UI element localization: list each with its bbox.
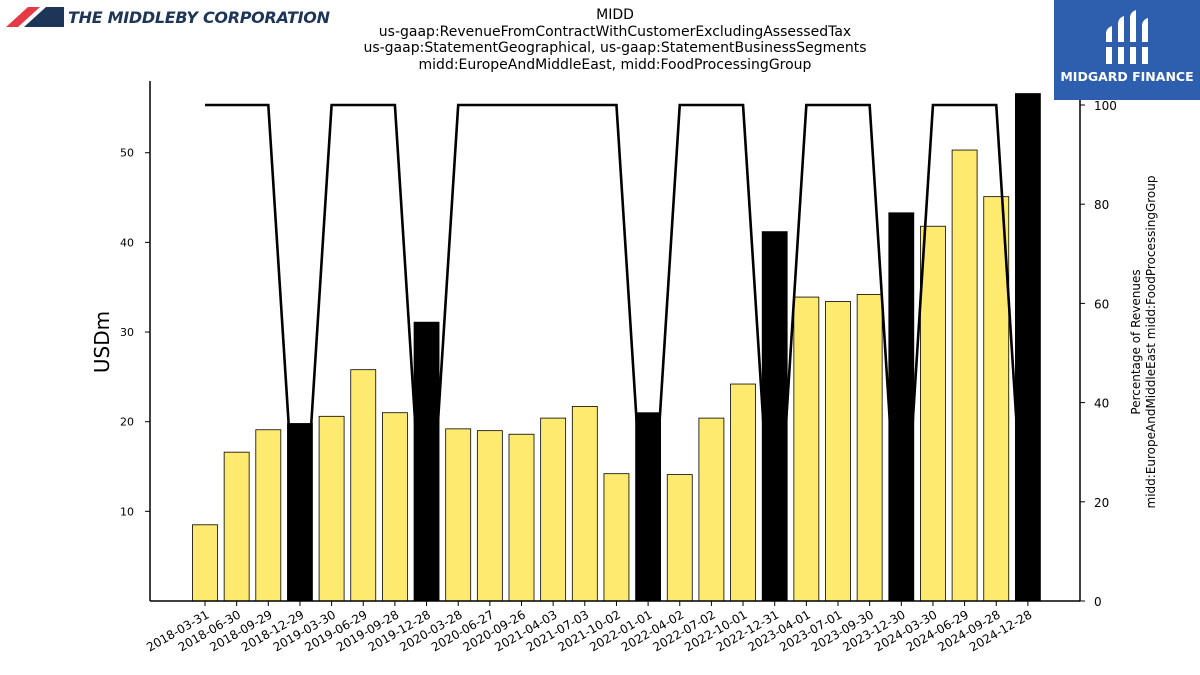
bar-2022-10-01 — [730, 383, 756, 602]
chart-title: MIDD us-gaap:RevenueFromContractWithCust… — [300, 7, 930, 73]
bar-2018-03-31 — [192, 524, 218, 602]
y2-tick-label-100: 100 — [1094, 99, 1117, 113]
bar-2023-12-30 — [888, 212, 915, 602]
bar-2019-09-28 — [381, 412, 408, 602]
y-axis-label: USDm — [90, 311, 114, 373]
bar-2022-04-02 — [666, 474, 693, 602]
bar-2020-09-26 — [508, 433, 535, 602]
midgard-logo-mark — [1104, 10, 1150, 64]
bar-2018-06-30 — [223, 451, 250, 602]
bar-2021-04-03 — [540, 417, 567, 602]
y-tick-label-10: 10 — [120, 505, 134, 518]
bar-2019-03-30 — [318, 415, 345, 602]
bar-2024-06-29 — [951, 149, 978, 602]
bar-2018-09-29 — [255, 429, 282, 602]
y2-tick-label-0: 0 — [1094, 595, 1102, 609]
bar-2021-07-03 — [571, 406, 598, 602]
bar-2023-04-01 — [793, 296, 820, 602]
y2-axis-label-line-2: midd:EuropeAndMiddleEast midd:FoodProces… — [1144, 176, 1158, 509]
y2-tick-label-80: 80 — [1094, 198, 1109, 212]
midgard-logo-text: MIDGARD FINANCE — [1060, 69, 1194, 84]
y2-tick-label-60: 60 — [1094, 297, 1109, 311]
axes-layer — [149, 81, 1081, 602]
bar-2020-03-28 — [445, 428, 472, 602]
y2-tick-label-20: 20 — [1094, 496, 1109, 510]
title-line-ticker: MIDD — [596, 7, 634, 23]
y-tick-label-30: 30 — [120, 326, 134, 339]
bar-2022-01-01 — [635, 412, 661, 602]
bar-2024-12-28 — [1015, 93, 1041, 602]
middleby-logo-mark — [6, 7, 64, 27]
bar-2021-10-02 — [603, 473, 630, 602]
midgard-finance-logo: MIDGARD FINANCE — [1054, 0, 1200, 100]
bar-2024-03-30 — [920, 225, 946, 602]
percentage-line-layer — [205, 103, 1030, 602]
y-tick-label-50: 50 — [120, 147, 134, 160]
bar-2022-07-02 — [698, 417, 725, 602]
bar-2023-07-01 — [825, 301, 851, 602]
middleby-logo: THE MIDDLEBY CORPORATION — [6, 6, 330, 28]
bar-2022-12-31 — [761, 231, 788, 602]
bar-2020-06-27 — [476, 430, 503, 602]
title-line-concept: us-gaap:RevenueFromContractWithCustomerE… — [378, 23, 852, 40]
bar-2019-06-29 — [350, 369, 377, 602]
y2-tick-label-40: 40 — [1094, 397, 1109, 411]
bar-2024-09-28 — [983, 196, 1010, 602]
percentage-line — [205, 103, 1030, 602]
title-line-axes: us-gaap:StatementGeographical, us-gaap:S… — [363, 40, 867, 56]
y-tick-label-20: 20 — [120, 416, 134, 429]
y-tick-label-40: 40 — [120, 236, 134, 249]
bar-2023-09-30 — [856, 293, 883, 602]
y2-axis-label-line-1: Percentage of Revenues — [1129, 269, 1143, 414]
title-line-members: midd:EuropeAndMiddleEast, midd:FoodProce… — [418, 56, 812, 73]
bars-layer — [192, 93, 1041, 602]
middleby-logo-text: THE MIDDLEBY CORPORATION — [68, 7, 330, 27]
